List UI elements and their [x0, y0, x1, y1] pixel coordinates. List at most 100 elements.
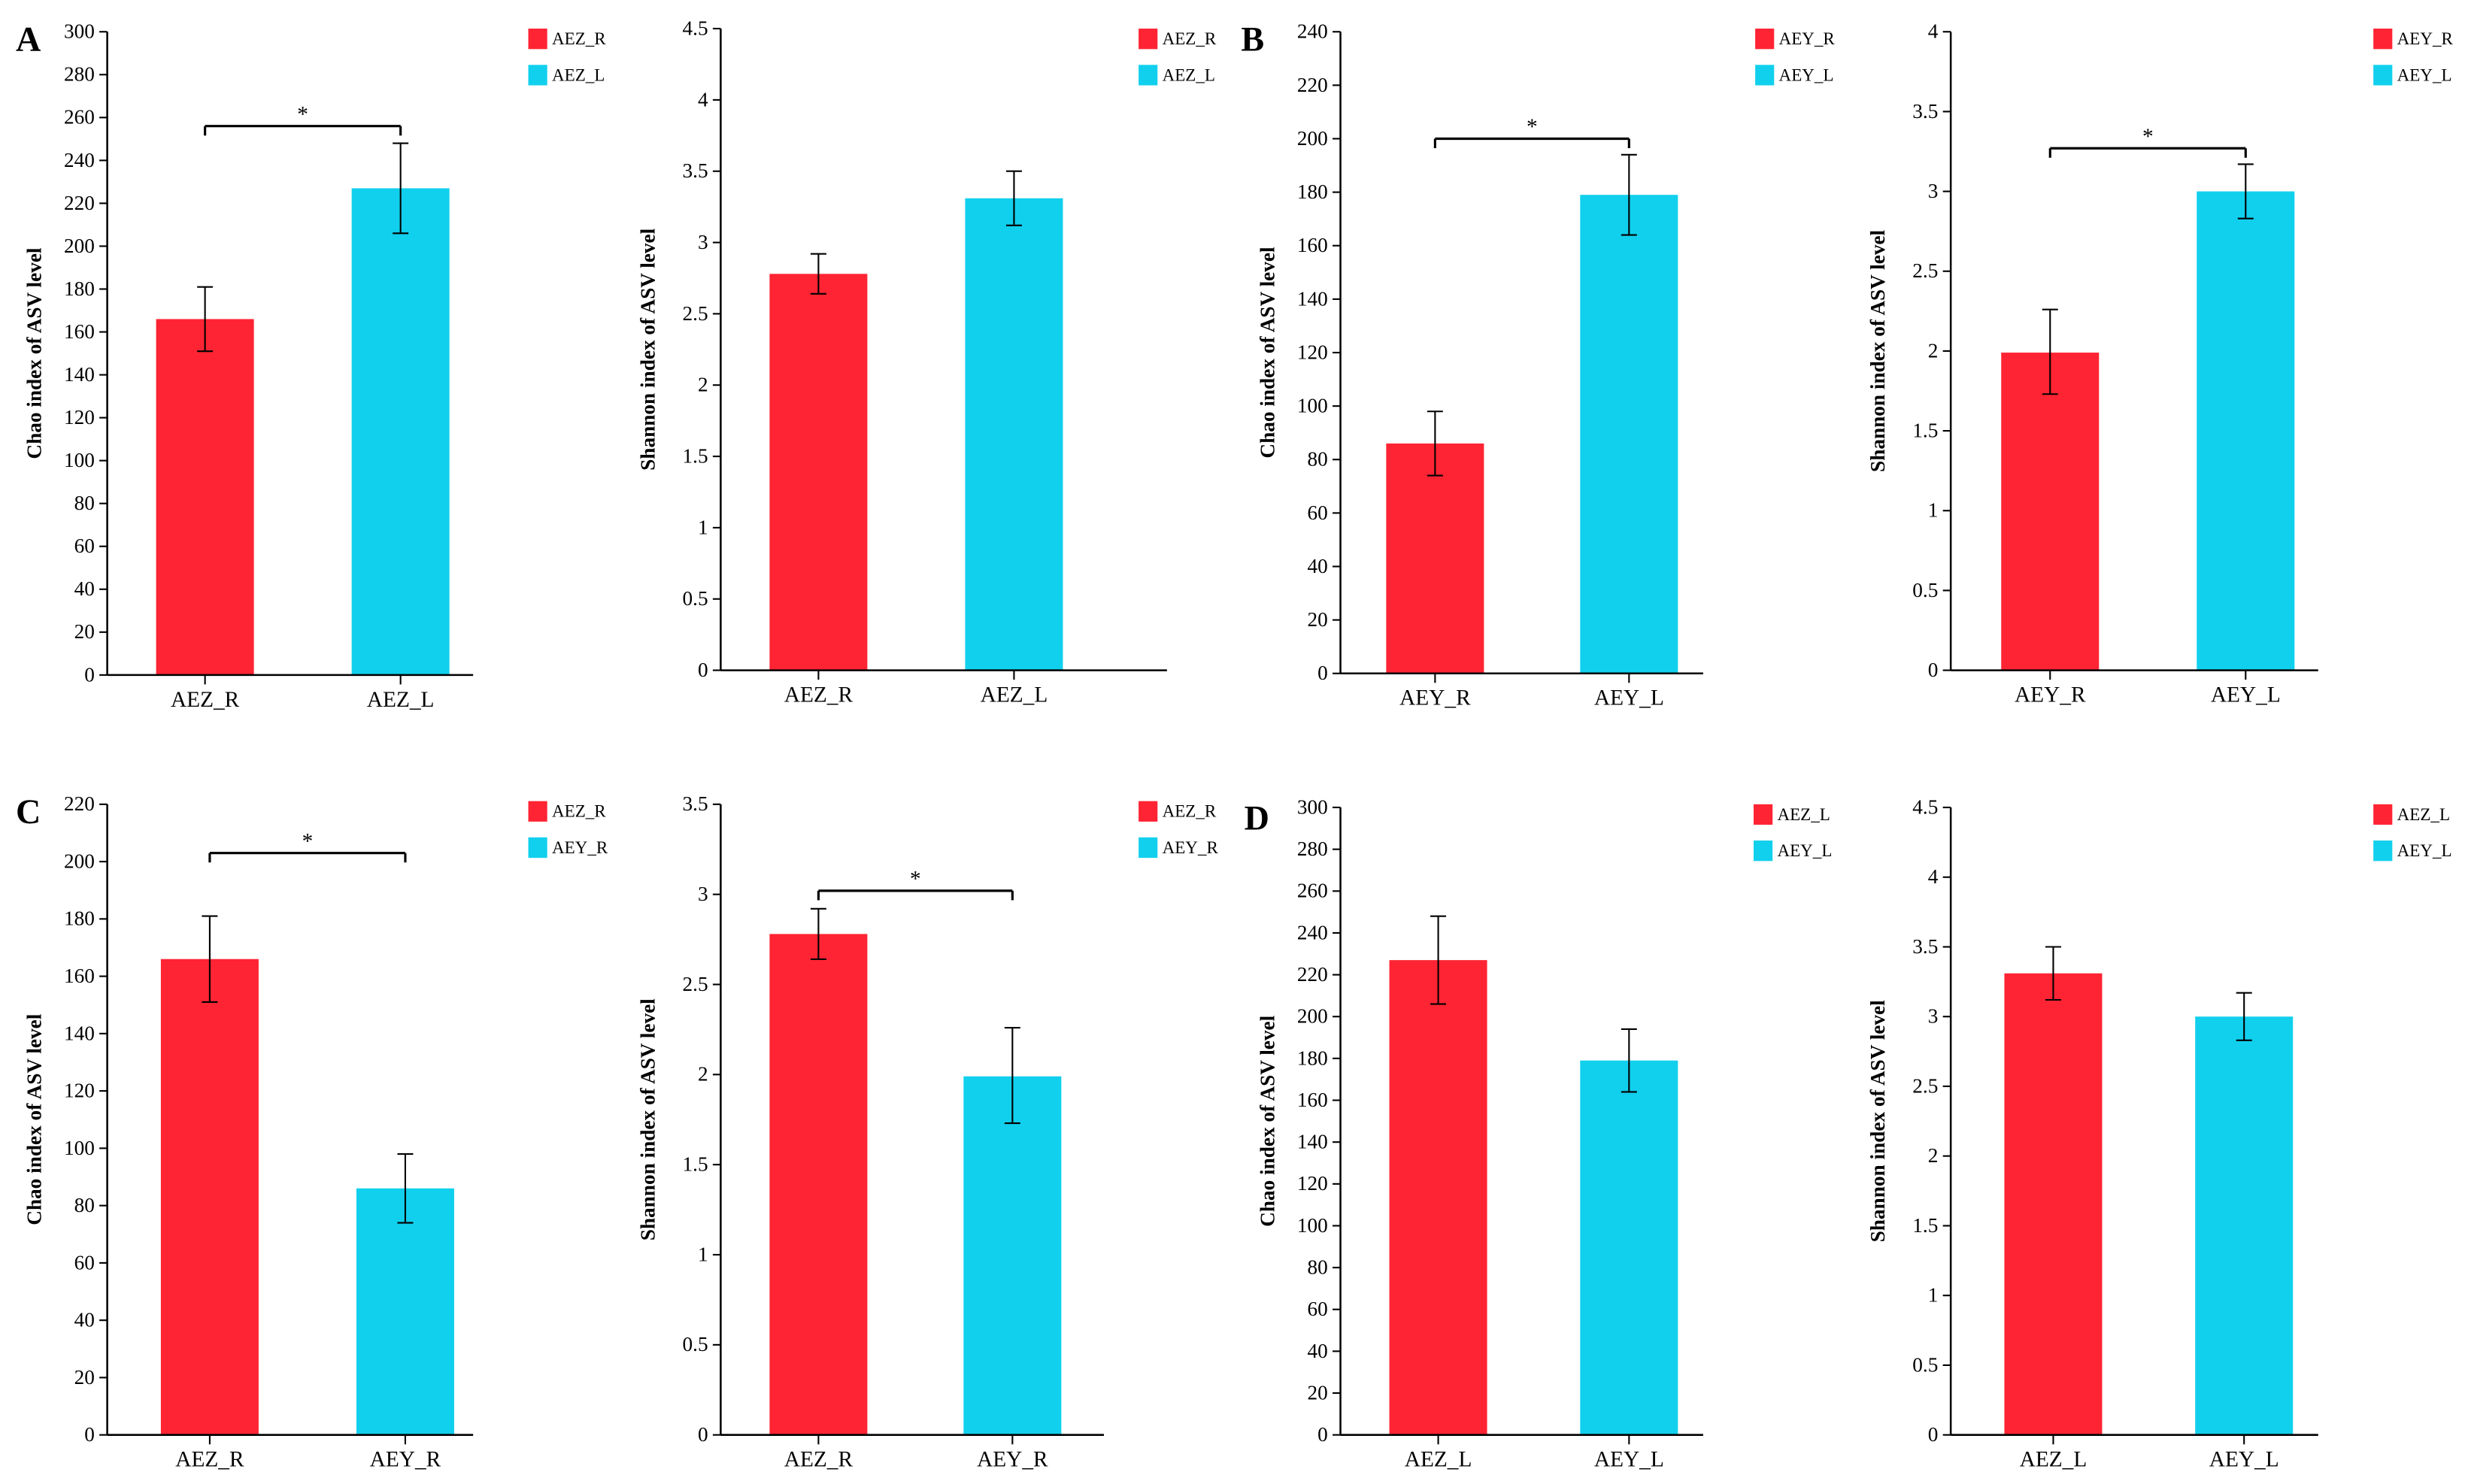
y-tick-label: 0 [84, 663, 95, 686]
legend-label: AEY_L [2397, 65, 2452, 84]
y-tick-label: 2.5 [683, 302, 708, 325]
legend-swatch [528, 29, 547, 50]
legend-label: AEY_R [552, 837, 608, 857]
y-tick-label: 3.5 [1912, 935, 1938, 958]
bar-aey-r [1386, 443, 1484, 674]
y-tick-label: 0 [84, 1423, 95, 1446]
y-tick-label: 40 [74, 577, 95, 600]
legend-label: AEY_L [1779, 65, 1834, 84]
panel-letter: C [16, 792, 41, 831]
legend-label: AEZ_R [1163, 801, 1217, 821]
bar-aez-l [351, 188, 450, 675]
bar-aez-r [156, 319, 254, 675]
y-tick-label: 200 [1297, 1005, 1328, 1028]
y-tick-label: 160 [64, 965, 95, 987]
x-tick-label: AEZ_L [981, 683, 1048, 707]
legend-label: AEZ_R [552, 801, 606, 821]
y-tick-label: 4 [698, 88, 708, 111]
chart-6: AEZ_R AEY_R 0 0.5 1 1.5 2 2.5 3 3.5 Shannon index … [636, 792, 1218, 1471]
significance-star: * [1527, 115, 1538, 139]
y-tick-label: 120 [1297, 1172, 1328, 1195]
legend-label: AEZ_L [1163, 65, 1215, 84]
bar-aey-l [1580, 1060, 1678, 1435]
y-axis-label: Chao index of ASV level [23, 1013, 46, 1225]
chart-2: AEZ_R AEZ_L 0 0.5 1 1.5 2 2.5 3 3.5 4 4.5 Shannon in… [636, 17, 1217, 707]
panel-letter: A [16, 20, 41, 58]
legend-swatch [2373, 65, 2393, 86]
y-tick-label: 2.5 [683, 973, 708, 995]
x-tick-label: AEY_R [1399, 686, 1471, 710]
y-tick-label: 60 [1308, 1298, 1328, 1320]
y-tick-label: 120 [64, 1080, 95, 1102]
y-tick-label: 0 [1928, 1423, 1939, 1446]
y-tick-label: 1.5 [1912, 419, 1938, 441]
significance-star: * [302, 829, 314, 853]
x-tick-label: AEY_L [2209, 1448, 2279, 1472]
y-tick-label: 0 [1317, 662, 1328, 684]
chart-7: AEZ_L AEY_L 0 20 40 60 80 100 120 140 160 180 200 220… [1245, 795, 1833, 1471]
y-tick-label: 0.5 [683, 1333, 708, 1355]
y-axis-label: Shannon index of ASV level [636, 998, 659, 1240]
y-tick-label: 40 [1308, 555, 1328, 577]
y-tick-label: 2 [1928, 339, 1939, 362]
y-tick-label: 240 [1297, 20, 1328, 43]
y-tick-label: 1 [1928, 1284, 1939, 1307]
y-tick-label: 0 [698, 1423, 708, 1446]
x-tick-label: AEY_L [1594, 686, 1664, 710]
y-tick-label: 160 [1297, 1089, 1328, 1111]
bar-aez-l [2004, 973, 2103, 1435]
y-tick-label: 280 [1297, 837, 1328, 860]
bar-aey-l [2197, 191, 2295, 671]
bar-aez-r [160, 959, 259, 1435]
legend-swatch [1754, 804, 1773, 825]
y-tick-label: 60 [74, 1251, 95, 1274]
x-tick-label: AEY_R [977, 1448, 1048, 1472]
y-tick-label: 1 [1928, 499, 1939, 522]
y-tick-label: 0 [1928, 659, 1939, 681]
y-tick-label: 300 [1297, 795, 1328, 818]
y-tick-label: 40 [1308, 1340, 1328, 1362]
chart-3: AEY_R AEY_L 0 20 40 60 80 100 120 140 160 180 200 220… [1241, 20, 1835, 710]
y-tick-label: 200 [64, 235, 95, 257]
y-tick-label: 1 [698, 516, 708, 538]
y-axis-label: Shannon index of ASV level [1866, 1000, 1889, 1242]
y-tick-label: 20 [1308, 1381, 1328, 1404]
y-tick-label: 80 [1308, 448, 1328, 471]
legend-swatch [1138, 801, 1158, 822]
bar-aey-l [1580, 195, 1678, 674]
legend-label: AEY_L [1777, 840, 1832, 860]
y-tick-label: 2 [698, 374, 708, 396]
legend-label: AEZ_L [552, 65, 605, 84]
y-tick-label: 0 [1317, 1423, 1328, 1446]
chart-8: AEZ_L AEY_L 0 0.5 1 1.5 2 2.5 3 3.5 4 4.5 Shannon in… [1866, 795, 2452, 1471]
y-tick-label: 3.5 [1912, 100, 1938, 123]
x-tick-label: AEZ_R [175, 1448, 244, 1472]
y-tick-label: 240 [64, 149, 95, 171]
y-tick-label: 120 [64, 406, 95, 429]
legend-label: AEY_R [2397, 29, 2454, 48]
y-tick-label: 60 [74, 535, 95, 557]
y-tick-label: 3 [1928, 1005, 1939, 1028]
y-tick-label: 180 [1297, 180, 1328, 203]
y-tick-label: 20 [1308, 608, 1328, 631]
chart-1: AEZ_R AEZ_L 0 20 40 60 80 100 120 140 160 180 200 220… [16, 20, 606, 711]
bar-aey-l [2195, 1016, 2294, 1435]
legend-label: AEZ_R [1163, 29, 1217, 48]
legend-label: AEZ_L [2397, 804, 2450, 824]
x-tick-label: AEZ_L [367, 688, 435, 712]
y-tick-label: 1.5 [683, 1153, 708, 1176]
x-tick-label: AEZ_R [784, 683, 853, 707]
y-tick-label: 140 [64, 1022, 95, 1044]
y-tick-label: 2 [698, 1063, 708, 1086]
x-tick-label: AEZ_R [784, 1448, 853, 1472]
y-tick-label: 200 [1297, 127, 1328, 150]
panel-letter: D [1245, 798, 1269, 837]
y-tick-label: 120 [1297, 341, 1328, 363]
legend-swatch [528, 801, 547, 822]
chart-4: AEY_R AEY_L 0 0.5 1 1.5 2 2.5 3 3.5 4 Shannon index… [1866, 20, 2453, 707]
bar-aez-l [965, 198, 1063, 671]
legend-swatch [1755, 29, 1775, 50]
legend-swatch [2373, 29, 2393, 50]
y-tick-label: 240 [1297, 921, 1328, 943]
